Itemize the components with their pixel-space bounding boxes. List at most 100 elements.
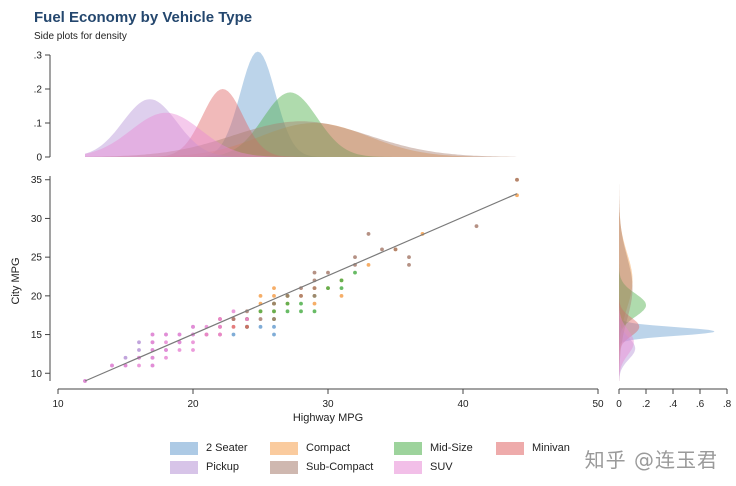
top-density-curve bbox=[85, 123, 517, 157]
right-density-curve bbox=[619, 179, 636, 381]
right-density-tick-label: 0 bbox=[616, 399, 622, 410]
legend-item: Minivan bbox=[496, 440, 570, 456]
legend-item: Mid-Size bbox=[394, 440, 473, 456]
legend-swatch bbox=[270, 460, 298, 474]
legend-item: Pickup bbox=[170, 459, 239, 475]
scatter-point bbox=[285, 309, 290, 314]
scatter-point bbox=[285, 293, 290, 298]
scatter-point bbox=[380, 247, 384, 252]
scatter-point bbox=[312, 301, 317, 306]
scatter-point bbox=[231, 324, 236, 329]
scatter-point bbox=[407, 255, 411, 260]
scatter-point bbox=[231, 317, 236, 321]
y-tick-label: 30 bbox=[31, 214, 43, 225]
legend-label: SUV bbox=[430, 461, 453, 473]
x-tick-label: 20 bbox=[187, 399, 199, 410]
y-axis-label: City MPG bbox=[10, 257, 22, 304]
scatter-point bbox=[123, 363, 128, 368]
scatter-point bbox=[353, 270, 357, 275]
x-tick-label: 10 bbox=[52, 399, 64, 410]
scatter-point bbox=[258, 309, 263, 314]
right-density-tick-label: .6 bbox=[696, 399, 705, 410]
right-density-plot: 0 .2 .4 .6 .8 bbox=[616, 179, 732, 410]
right-density-curve bbox=[619, 179, 715, 381]
top-density-tick-label: .2 bbox=[34, 85, 43, 96]
scatter-point bbox=[312, 293, 317, 298]
top-density-curve bbox=[85, 92, 517, 157]
scatter-point bbox=[177, 332, 182, 337]
legend-swatch bbox=[496, 441, 524, 455]
fit-line bbox=[84, 193, 518, 382]
scatter-point bbox=[164, 355, 168, 360]
top-density-plot: 0 .1 .2 .3 bbox=[34, 51, 517, 164]
x-tick-label: 50 bbox=[592, 399, 604, 410]
scatter-point bbox=[272, 317, 276, 321]
right-density-curve bbox=[619, 179, 633, 381]
scatter-point bbox=[326, 270, 330, 275]
right-density-curve bbox=[619, 179, 633, 381]
scatter-point bbox=[366, 232, 371, 236]
scatter-point bbox=[123, 355, 128, 360]
scatter-point bbox=[299, 309, 303, 314]
top-density-curve bbox=[85, 99, 517, 157]
scatter-point bbox=[218, 317, 222, 321]
scatter-point bbox=[150, 363, 155, 368]
scatter-point bbox=[272, 293, 276, 298]
legend-item: SUV bbox=[394, 459, 453, 475]
scatter-plot: 10 20 30 40 50 10 15 20 25 30 35 bbox=[31, 175, 604, 410]
y-tick-label: 10 bbox=[31, 369, 43, 380]
scatter-point bbox=[258, 324, 263, 329]
right-density-curve bbox=[619, 179, 640, 381]
scatter-point bbox=[258, 317, 263, 321]
top-density-tick-label: .3 bbox=[34, 51, 43, 62]
scatter-point bbox=[272, 301, 276, 306]
top-density-tick-label: .1 bbox=[34, 119, 43, 130]
y-tick-label: 25 bbox=[31, 253, 43, 264]
scatter-point bbox=[299, 301, 303, 306]
top-density-curve bbox=[85, 89, 517, 157]
legend-label: Compact bbox=[306, 442, 351, 454]
chart-subtitle: Side plots for density bbox=[34, 31, 127, 42]
right-density-curve bbox=[619, 179, 634, 381]
scatter-point bbox=[137, 363, 141, 368]
scatter-point bbox=[272, 324, 276, 329]
scatter-point bbox=[258, 293, 263, 298]
scatter-point bbox=[191, 324, 195, 329]
chart-title: Fuel Economy by Vehicle Type bbox=[34, 9, 253, 26]
y-tick-label: 20 bbox=[31, 291, 43, 302]
scatter-point bbox=[150, 332, 155, 337]
scatter-point bbox=[312, 309, 317, 314]
legend-swatch bbox=[170, 460, 198, 474]
y-tick-label: 35 bbox=[31, 175, 43, 186]
x-axis-label: Highway MPG bbox=[293, 412, 363, 424]
x-tick-label: 30 bbox=[322, 399, 334, 410]
scatter-point bbox=[299, 293, 303, 298]
scatter-point bbox=[474, 224, 479, 229]
legend-label: Pickup bbox=[206, 461, 240, 473]
scatter-point bbox=[150, 355, 155, 360]
scatter-point bbox=[326, 286, 330, 291]
scatter-point bbox=[164, 332, 168, 337]
scatter-point bbox=[110, 363, 114, 368]
legend-label: 2 Seater bbox=[206, 442, 248, 454]
scatter-point bbox=[231, 309, 236, 314]
scatter-point bbox=[393, 247, 398, 252]
legend-label: Sub-Compact bbox=[306, 461, 374, 473]
legend-swatch bbox=[270, 441, 298, 455]
scatter-point bbox=[218, 332, 222, 337]
scatter-point bbox=[515, 177, 519, 182]
scatter-point bbox=[285, 301, 290, 306]
legend-item: Compact bbox=[270, 440, 350, 456]
right-density-tick-label: .4 bbox=[669, 399, 678, 410]
scatter-point bbox=[312, 270, 317, 275]
right-density-tick-label: .8 bbox=[723, 399, 732, 410]
top-density-curve bbox=[85, 121, 517, 157]
legend-item: Sub-Compact bbox=[270, 459, 373, 475]
scatter-point bbox=[218, 324, 222, 329]
legend: 2 Seater Compact Mid-Size Minivan Pickup Sub-… bbox=[170, 440, 590, 480]
scatter-point bbox=[164, 348, 168, 352]
scatter-point bbox=[137, 348, 141, 352]
watermark: 知乎 @连玉君 bbox=[584, 448, 718, 472]
